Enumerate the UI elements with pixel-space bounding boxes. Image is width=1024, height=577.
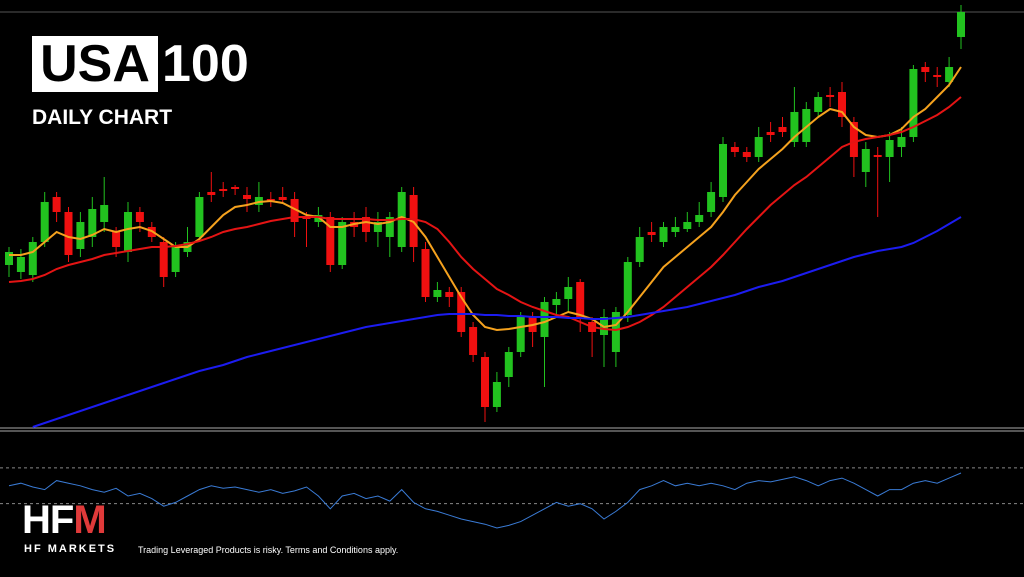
candle-body — [433, 290, 442, 297]
candle-body — [326, 217, 335, 265]
candle-body — [695, 215, 704, 222]
candle-body — [754, 137, 763, 157]
title-boxed: USA — [32, 36, 158, 92]
candle-body — [469, 327, 478, 355]
candle-body — [171, 247, 180, 272]
candle-body — [457, 292, 466, 332]
candle-body — [52, 197, 61, 212]
candle-body — [231, 187, 240, 189]
candle-body — [314, 215, 323, 222]
candle-body — [159, 242, 168, 277]
moving-average — [9, 66, 962, 332]
candle-body — [552, 299, 561, 305]
candle-body — [647, 232, 656, 235]
candle-body — [243, 195, 251, 199]
candle-body — [124, 212, 132, 252]
logo-red: M — [73, 498, 106, 542]
candle-body — [219, 189, 228, 191]
candle-body — [64, 212, 73, 255]
candle-body — [730, 147, 739, 152]
disclaimer: Trading Leveraged Products is risky. Ter… — [138, 545, 399, 555]
candle-body — [278, 197, 287, 200]
candle-body — [504, 352, 513, 377]
candle-body — [373, 222, 382, 232]
candle-body — [719, 144, 727, 197]
moving-average — [8, 96, 962, 332]
candle-body — [385, 217, 394, 237]
candle-body — [5, 252, 13, 265]
title-rest: 100 — [162, 35, 249, 93]
candle-body — [671, 227, 680, 232]
candle-body — [88, 209, 97, 237]
candle-body — [28, 242, 37, 275]
candle-body — [790, 112, 799, 142]
candle-body — [492, 382, 501, 407]
candle-body — [421, 249, 430, 297]
candle-body — [838, 92, 846, 117]
candle-body — [207, 192, 216, 195]
candle-body — [76, 222, 85, 249]
candle-body — [623, 262, 632, 315]
candle-body — [683, 222, 692, 229]
candle-body — [945, 67, 954, 82]
subtitle: DAILY CHART — [32, 106, 173, 129]
candle-body — [897, 137, 906, 147]
candle-body — [802, 109, 811, 142]
candle-body — [873, 155, 882, 157]
candle-body — [40, 202, 49, 242]
candle-body — [16, 257, 25, 272]
candle-body — [635, 237, 644, 262]
candle-body — [112, 232, 121, 247]
candle-body — [849, 122, 858, 157]
candle-body — [564, 287, 573, 299]
candle-body — [766, 132, 775, 135]
brand: HF MARKETS — [24, 543, 117, 555]
candle-body — [742, 152, 751, 157]
candle-body — [135, 212, 144, 222]
candle-body — [481, 357, 489, 407]
candle-body — [861, 149, 870, 172]
logo: HFM — [22, 498, 107, 543]
candle-body — [885, 140, 894, 157]
candle-body — [516, 317, 525, 352]
candle-body — [814, 97, 823, 112]
candle-body — [195, 197, 204, 237]
candle-body — [921, 67, 930, 72]
candle-body — [659, 227, 668, 242]
candle-body — [707, 192, 716, 212]
candle-body — [611, 312, 620, 352]
candle-body — [445, 292, 454, 297]
indicator-line — [8, 472, 962, 529]
candle-body — [826, 95, 835, 97]
candle-body — [778, 127, 787, 132]
candle-body — [100, 205, 109, 222]
candle-body — [540, 302, 549, 337]
candle-body — [362, 217, 370, 232]
candle-body — [933, 75, 942, 77]
moving-average — [32, 216, 962, 428]
candle-body — [909, 69, 918, 137]
candle-body — [290, 199, 299, 222]
candle-body — [576, 282, 585, 317]
candle-body — [338, 222, 347, 265]
logo-white: HF — [22, 498, 74, 542]
candle-body — [957, 12, 965, 37]
